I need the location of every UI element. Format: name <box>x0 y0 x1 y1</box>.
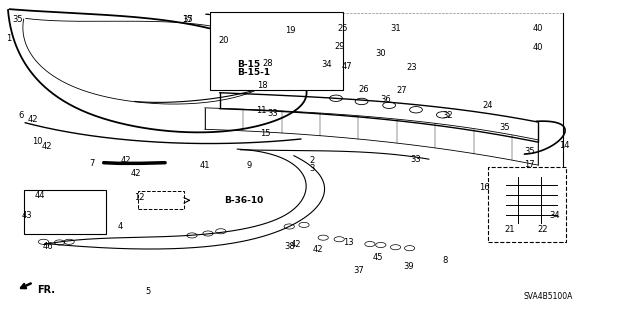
Text: 31: 31 <box>390 24 401 33</box>
Text: 26: 26 <box>358 85 369 94</box>
Text: 37: 37 <box>353 266 364 275</box>
Text: 3: 3 <box>309 164 314 173</box>
Text: B-36-10: B-36-10 <box>224 196 263 205</box>
Text: 38: 38 <box>285 242 295 251</box>
Text: 17: 17 <box>182 15 193 24</box>
Text: 41: 41 <box>200 161 210 170</box>
Bar <box>488 167 566 242</box>
Text: 35: 35 <box>499 123 509 132</box>
Text: 33: 33 <box>411 155 421 164</box>
Text: 42: 42 <box>42 142 52 151</box>
Text: 15: 15 <box>260 129 271 138</box>
Text: 35: 35 <box>182 15 193 24</box>
Text: B-15-1: B-15-1 <box>237 68 270 77</box>
Text: 7: 7 <box>89 159 94 168</box>
Text: 35: 35 <box>13 15 23 24</box>
Text: 25: 25 <box>337 24 348 33</box>
Text: 14: 14 <box>559 141 570 150</box>
Text: 12: 12 <box>134 193 145 202</box>
Text: 34: 34 <box>550 211 560 220</box>
Text: 2: 2 <box>309 156 314 165</box>
Text: 44: 44 <box>35 191 45 200</box>
Text: 42: 42 <box>313 245 323 254</box>
Text: 29: 29 <box>334 42 344 51</box>
Text: 42: 42 <box>121 156 131 165</box>
Text: 23: 23 <box>406 63 417 72</box>
Text: 1: 1 <box>6 34 11 43</box>
Text: 22: 22 <box>538 225 548 234</box>
Text: 46: 46 <box>43 242 53 251</box>
Text: 17: 17 <box>524 160 534 169</box>
Text: 39: 39 <box>403 262 413 271</box>
Text: 21: 21 <box>505 225 515 234</box>
Bar <box>138 191 184 209</box>
Text: 42: 42 <box>131 169 141 178</box>
Text: 47: 47 <box>342 63 352 71</box>
Text: 20: 20 <box>219 36 229 45</box>
Text: 28: 28 <box>262 59 273 68</box>
Text: 42: 42 <box>28 115 38 124</box>
Text: 24: 24 <box>483 101 493 110</box>
Text: B-15: B-15 <box>237 60 260 69</box>
Text: 16: 16 <box>479 183 490 192</box>
Text: 40: 40 <box>532 43 543 52</box>
Bar <box>24 190 106 234</box>
Text: 27: 27 <box>397 86 407 95</box>
Text: 32: 32 <box>443 111 453 120</box>
Bar <box>210 12 343 90</box>
Text: SVA4B5100A: SVA4B5100A <box>524 292 573 300</box>
Text: 8: 8 <box>442 256 447 265</box>
Text: 43: 43 <box>22 211 32 220</box>
Text: 40: 40 <box>532 24 543 33</box>
Text: 19: 19 <box>285 26 295 35</box>
Text: 42: 42 <box>291 241 301 249</box>
Text: 18: 18 <box>257 81 268 90</box>
Text: 10: 10 <box>32 137 42 146</box>
Text: 11: 11 <box>256 106 266 115</box>
Text: FR.: FR. <box>37 285 55 295</box>
Text: 9: 9 <box>247 161 252 170</box>
Text: 13: 13 <box>344 238 354 247</box>
Text: 45: 45 <box>372 253 383 262</box>
Text: 30: 30 <box>376 49 386 58</box>
Text: 33: 33 <box>268 109 278 118</box>
Text: 5: 5 <box>146 287 151 296</box>
Text: 36: 36 <box>380 95 390 104</box>
Text: 4: 4 <box>118 222 123 231</box>
Text: 6: 6 <box>19 111 24 120</box>
Text: 34: 34 <box>321 60 332 69</box>
Text: 35: 35 <box>524 147 534 156</box>
